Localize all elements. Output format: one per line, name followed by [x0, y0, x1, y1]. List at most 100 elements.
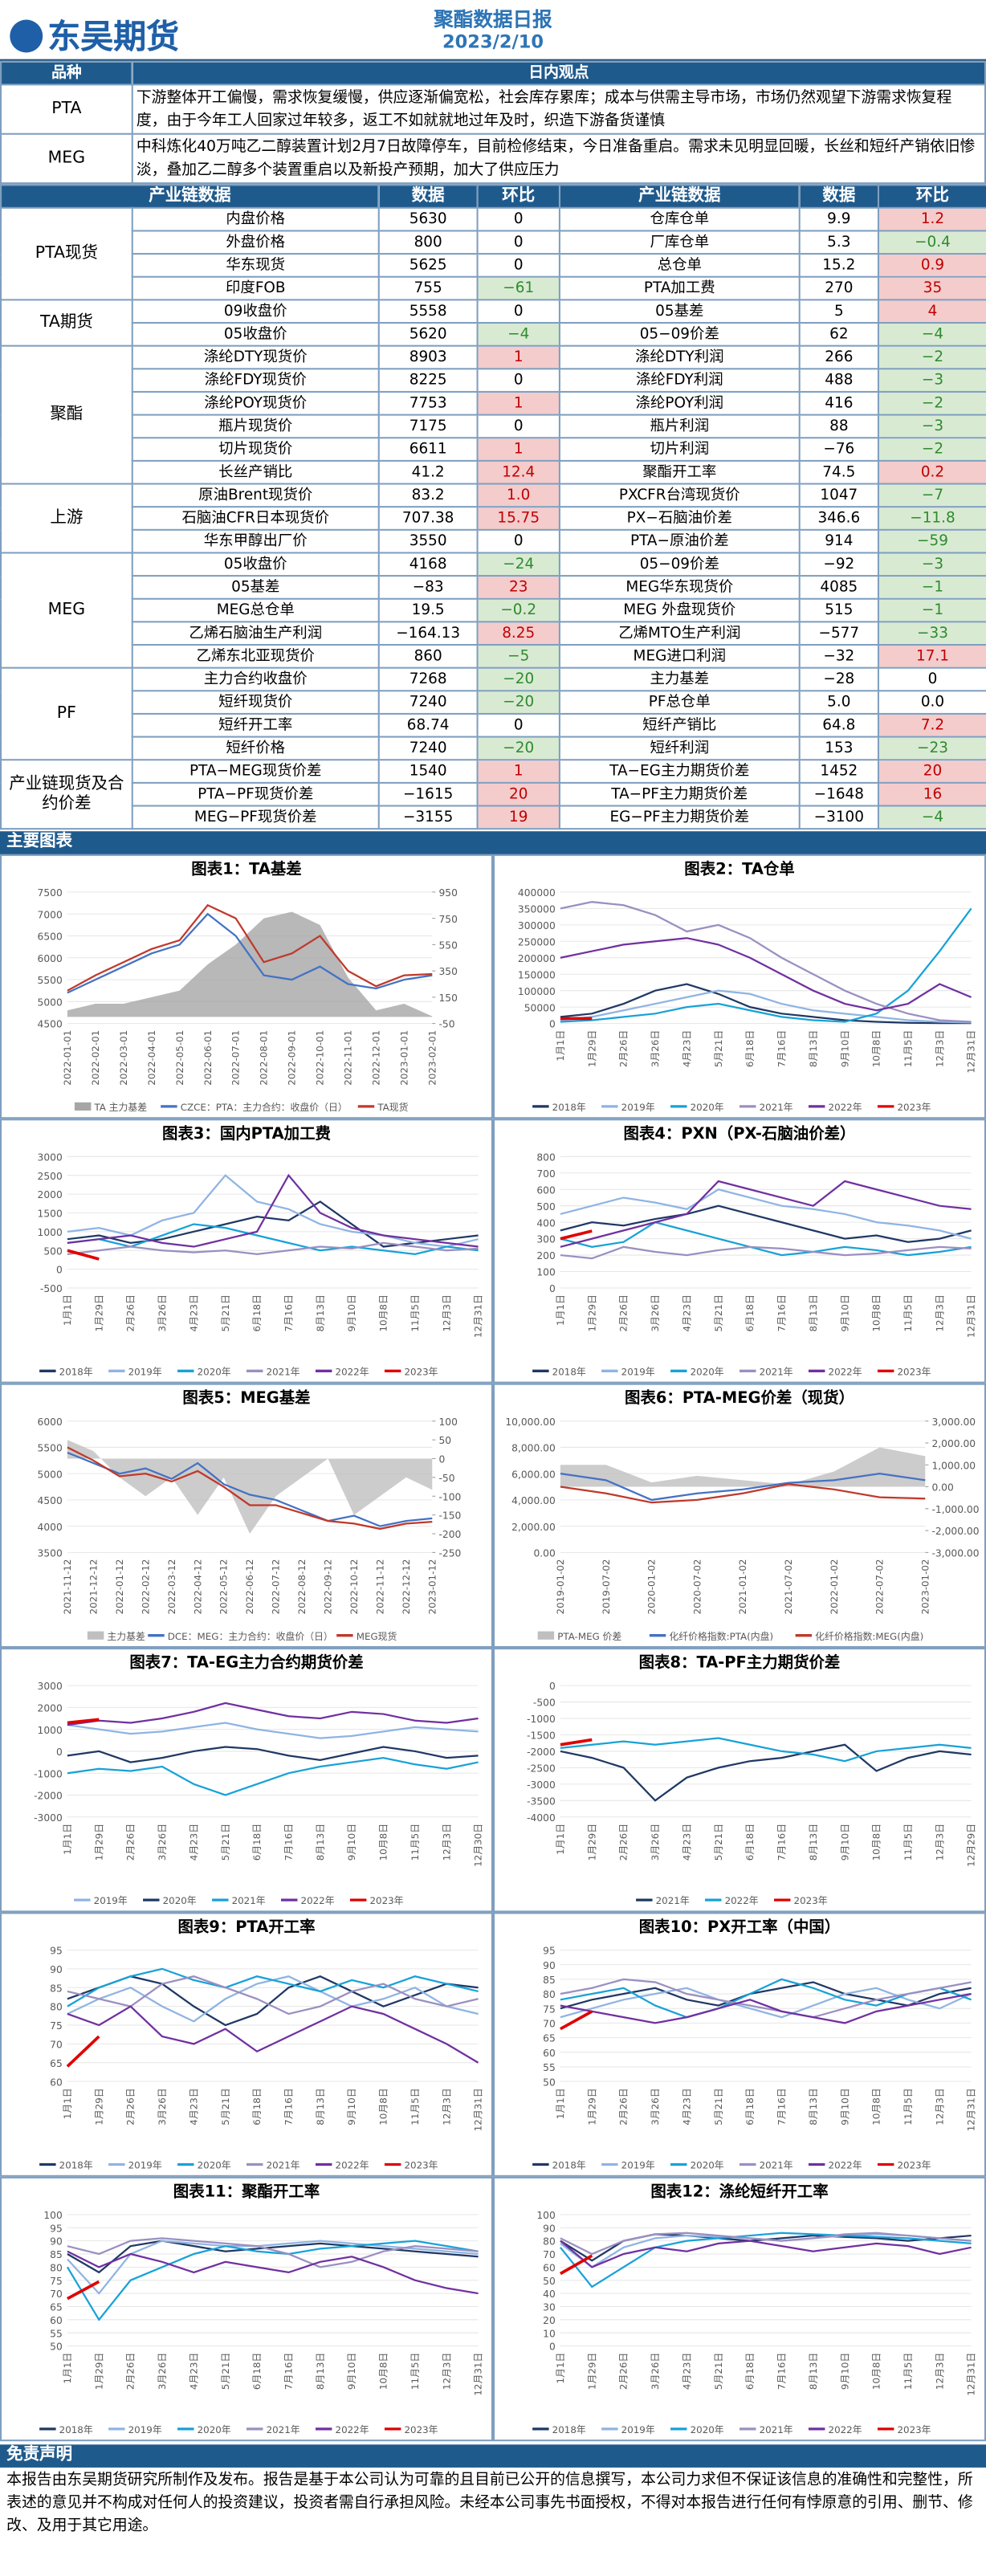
- data-value: 755: [377, 275, 479, 301]
- table-row: 产业链现货及合约价差 PTA−MEG现货价差 1540 1 TA−EG主力期货价差 145…: [0, 759, 986, 830]
- change-value: 16: [877, 781, 986, 807]
- item-label: PTA−PF现货价差: [131, 781, 380, 807]
- x-tick-label: 10月8日: [871, 2088, 882, 2125]
- y2-tick-label: 100: [438, 1416, 457, 1428]
- line: [66, 2240, 479, 2321]
- x-tick-label: 1月1日: [62, 1824, 73, 1855]
- line: [560, 1738, 593, 1747]
- y-tick-label: 10,000.00: [505, 1416, 555, 1428]
- change-value: 0: [476, 712, 560, 738]
- chart-title: 图表11：聚酯开工率: [173, 2182, 320, 2200]
- item-label: TA−PF主力期货价差: [558, 781, 801, 807]
- change-value: 19: [476, 805, 560, 830]
- item-label: 05收盘价: [131, 321, 380, 347]
- product: PTA: [0, 84, 133, 135]
- chart-cell: 图表9：PTA开工率 60 65 70 75 80 85 90 95 1月1日 1月29日 2月26日…: [0, 1912, 494, 2177]
- header: 东吴期货 聚酯数据日报 2023/2/10: [0, 0, 986, 61]
- chart-cell: 图表7：TA-EG主力合约期货价差 -3000 -2000 -1000 0 1000 200…: [0, 1648, 494, 1913]
- data-value: 19.5: [377, 597, 479, 623]
- legend-swatch: [74, 1102, 92, 1111]
- chart-cell: 图表4：PXN（PX-石脑油价差） 0 100 200 300 400 500 600 700 8…: [493, 1119, 986, 1384]
- item-label: 涤纶POY利润: [558, 390, 801, 416]
- x-tick-label: 2022-05-12: [218, 1559, 230, 1615]
- x-tick-label: 11月5日: [902, 2088, 914, 2125]
- data-value: 83.2: [377, 483, 479, 508]
- data-value: 515: [798, 597, 879, 623]
- header-cell: 环比: [476, 184, 560, 209]
- y-tick-label: 0: [549, 2342, 556, 2353]
- y-tick-label: -3500: [527, 1795, 556, 1807]
- y-tick-label: 6000: [38, 1416, 63, 1428]
- legend-label: 2020年: [198, 1366, 231, 1377]
- data-value: 7240: [377, 690, 479, 715]
- x-tick-label: 2月26日: [125, 2088, 136, 2125]
- line: [67, 1174, 479, 1248]
- x-tick-label: 3月26日: [650, 2088, 661, 2125]
- y-tick-label: 50: [543, 2077, 556, 2088]
- line: [67, 1173, 479, 1248]
- legend-label: 2021年: [267, 2160, 300, 2171]
- x-tick-label: 10月8日: [378, 2353, 389, 2390]
- x-tick-label: 9月10日: [839, 2088, 850, 2125]
- y-tick-label: 300000: [518, 920, 556, 931]
- legend-label: 化纤价格指数:MEG(内盘): [815, 1631, 923, 1642]
- y-tick-label: 70: [543, 2019, 556, 2030]
- x-tick-label: 4月23日: [188, 2353, 199, 2390]
- y-tick-label: 5000: [38, 1469, 63, 1480]
- item-label: PTA−MEG现货价差: [131, 759, 380, 784]
- legend-label: 2019年: [621, 2424, 655, 2435]
- header-cell: 品种: [0, 60, 133, 86]
- line: [560, 1743, 972, 1802]
- y-tick-label: 2500: [38, 1171, 63, 1182]
- report-date: 2023/2/10: [442, 31, 544, 53]
- y-tick-label: -3000: [34, 1812, 63, 1824]
- x-tick-label: 6月18日: [744, 2088, 756, 2125]
- y-tick-label: 400000: [518, 887, 556, 899]
- table-row: 涤纶POY现货价 7753 1 涤纶POY利润 416 −2: [1, 390, 986, 416]
- data-value: 5630: [377, 206, 479, 232]
- x-tick-label: 9月10日: [346, 1824, 357, 1861]
- y-tick-label: 500: [43, 1245, 62, 1257]
- data-value: 5.0: [798, 690, 879, 715]
- x-tick-label: 8月13日: [315, 1824, 326, 1861]
- item-label: 瓶片利润: [558, 414, 801, 439]
- change-value: −24: [476, 552, 560, 577]
- x-tick-label: 8月13日: [808, 1030, 819, 1067]
- data-value: 914: [798, 528, 879, 554]
- chart-title: 图表9：PTA开工率: [177, 1918, 315, 1936]
- x-tick-label: 3月26日: [650, 1030, 661, 1067]
- line: [67, 1756, 479, 1796]
- item-label: PTA−原油价差: [558, 528, 801, 554]
- x-tick-label: 7月16日: [776, 1824, 788, 1861]
- line: [560, 1978, 972, 2019]
- y-tick-label: -2000: [527, 1747, 556, 1758]
- x-tick-label: 5月21日: [220, 2088, 231, 2125]
- line: [560, 1978, 972, 2019]
- data-value: −164.13: [377, 621, 479, 646]
- y-tick-label: 2,000.00: [511, 1522, 556, 1533]
- line: [560, 2232, 972, 2289]
- y-tick-label: 75: [50, 2020, 63, 2032]
- line: [560, 901, 972, 1023]
- item-label: 切片利润: [558, 437, 801, 462]
- x-tick-label: 4月23日: [681, 2353, 692, 2390]
- y2-tick-label: -50: [438, 1473, 454, 1484]
- change-value: −11.8: [877, 506, 986, 531]
- y2-tick-label: 2,000.00: [931, 1438, 976, 1449]
- x-tick-label: 6月18日: [744, 1294, 756, 1331]
- x-tick-label: 10月8日: [871, 1294, 882, 1331]
- chart-cell: 图表10：PX开工率（中国） 50 55 60 65 70 75 80 85 90 95 1月1日 1月…: [493, 1912, 986, 2177]
- x-tick-label: 1月1日: [555, 1030, 566, 1062]
- line: [560, 1473, 926, 1502]
- item-label: MEG−PF现货价差: [131, 805, 380, 830]
- x-tick-label: 3月26日: [157, 2353, 168, 2390]
- x-tick-label: 4月23日: [681, 2088, 692, 2125]
- x-tick-label: 12月3日: [441, 1824, 452, 1861]
- x-tick-label: 2023-01-02: [919, 1559, 931, 1615]
- chart-title: 图表1：TA基差: [191, 859, 301, 878]
- y-tick-label: 85: [50, 2249, 63, 2260]
- change-value: 1: [476, 759, 560, 784]
- line: [560, 1229, 593, 1241]
- y-tick-label: 5000: [38, 997, 63, 1008]
- x-tick-label: 12月3日: [441, 2353, 452, 2390]
